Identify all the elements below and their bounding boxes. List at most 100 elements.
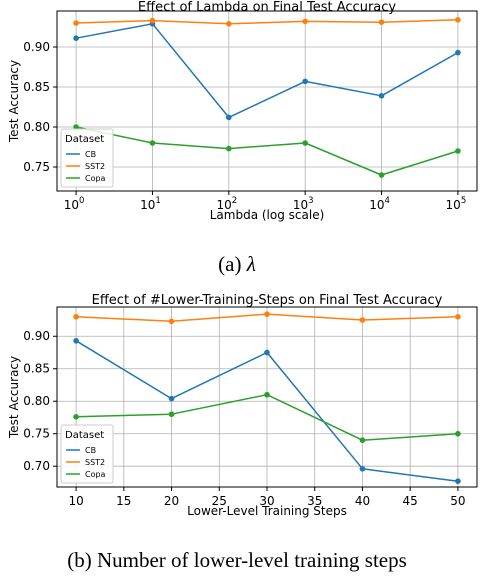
legend-label-sst2: SST2	[85, 162, 105, 171]
legend-label-cb: CB	[85, 446, 96, 455]
lambda-chart: 100 101 102 103 104 105 0.750.800.850.90 Effe…	[7, 0, 478, 222]
lambda-chart-y-ticks: 0.75 0.80 0.85 0.90	[23, 40, 57, 174]
steps-chart-lines	[73, 311, 461, 484]
data-point-sst2	[264, 311, 270, 317]
steps-chart: 10 15 20 25 30 35 40 45 50 0.700.750.800.850.90 …	[7, 293, 478, 518]
data-point-copa	[73, 124, 79, 130]
steps-chart-x-label: Lower-Level Training Steps	[187, 504, 347, 518]
data-point-cb	[378, 93, 385, 99]
steps-chart-legend: Dataset CB SST2 Copa	[60, 424, 114, 484]
y-tick-label: 0.90	[23, 40, 50, 54]
data-point-sst2	[455, 17, 461, 23]
x-tick-label: 104	[369, 196, 390, 212]
x-tick-base: 10	[64, 198, 79, 212]
data-point-copa	[302, 140, 308, 146]
lambda-chart-x-ticks: 100 101 102 103 104 105	[64, 191, 467, 212]
y-tick-label: 0.85	[23, 362, 50, 376]
series-line-cb	[75, 23, 459, 119]
x-tick-base: 10	[216, 198, 231, 212]
x-tick-label: 105	[446, 196, 467, 212]
legend-title: Dataset	[65, 430, 104, 441]
x-tick-label: 25	[212, 494, 227, 508]
steps-chart-title: Effect of #Lower-Training-Steps on Final…	[92, 293, 443, 308]
y-tick-label: 0.70	[23, 459, 50, 473]
steps-chart-y-ticks: 0.70 0.75 0.80 0.85 0.90	[23, 329, 57, 473]
legend-label-copa: Copa	[85, 174, 106, 183]
x-tick-label: 50	[450, 494, 465, 508]
x-tick-label: 35	[307, 494, 322, 508]
data-point-cb	[455, 478, 461, 484]
x-tick-label: 30	[259, 494, 274, 508]
x-tick-label: 103	[293, 196, 314, 212]
x-tick-label: 100	[64, 196, 85, 212]
legend-label-sst2: SST2	[85, 458, 105, 467]
lambda-chart-legend: Dataset CB SST2 Copa	[60, 128, 114, 188]
data-point-sst2	[168, 318, 175, 325]
data-point-cb	[73, 337, 79, 344]
x-tick-exponent: 5	[461, 196, 466, 206]
data-point-sst2	[73, 313, 79, 320]
data-point-sst2	[226, 21, 232, 27]
caption-a-symbol: λ	[246, 252, 256, 276]
steps-chart-x-ticks: 10 15 20 25 30 35 40 45 50	[68, 487, 466, 508]
x-tick-base: 10	[140, 198, 155, 212]
x-tick-exponent: 4	[384, 196, 389, 206]
lambda-chart-x-label: Lambda (log scale)	[210, 208, 325, 222]
x-tick-label: 45	[403, 494, 418, 508]
x-tick-label: 10	[68, 494, 83, 508]
x-tick-label: 40	[355, 494, 370, 508]
data-point-sst2	[73, 20, 79, 26]
x-tick-exponent: 0	[79, 196, 84, 206]
x-tick-base: 10	[369, 198, 384, 212]
y-tick-label: 0.75	[23, 160, 50, 174]
data-point-copa	[149, 140, 156, 146]
y-tick-label: 0.90	[23, 329, 50, 343]
legend-title: Dataset	[65, 134, 104, 145]
data-point-cb	[73, 35, 79, 41]
x-tick-base: 10	[293, 198, 308, 212]
lambda-chart-frame	[56, 10, 478, 192]
lambda-chart-y-label: Test Accuracy	[7, 60, 21, 143]
x-tick-label: 102	[216, 196, 237, 212]
data-point-copa	[455, 148, 461, 154]
data-point-cb	[168, 395, 175, 402]
data-point-sst2	[302, 18, 308, 25]
data-point-sst2	[378, 19, 385, 26]
y-tick-label: 0.75	[23, 427, 50, 441]
data-point-cb	[264, 349, 270, 356]
data-point-copa	[226, 145, 232, 152]
data-point-cb	[226, 114, 232, 121]
data-point-cb	[455, 49, 461, 56]
data-point-sst2	[359, 317, 366, 323]
caption-a-prefix: (a)	[218, 252, 247, 276]
data-point-copa	[359, 437, 366, 444]
y-tick-label: 0.80	[23, 120, 50, 134]
lambda-chart-title: Effect of Lambda on Final Test Accuracy	[138, 0, 396, 15]
legend-box	[60, 424, 114, 484]
steps-chart-y-label: Test Accuracy	[7, 356, 21, 439]
x-tick-exponent: 3	[308, 196, 313, 206]
data-point-copa	[455, 430, 461, 437]
data-point-copa	[73, 414, 79, 420]
caption-a: (a) λ	[218, 252, 256, 276]
lambda-chart-lines	[73, 17, 461, 178]
x-tick-label: 101	[140, 196, 161, 212]
x-tick-exponent: 1	[155, 196, 160, 206]
legend-box	[60, 128, 114, 188]
x-tick-exponent: 2	[232, 196, 237, 206]
x-tick-base: 10	[446, 198, 461, 212]
x-tick-label: 15	[116, 494, 131, 508]
data-point-copa	[378, 172, 385, 178]
data-point-sst2	[149, 17, 156, 24]
data-point-sst2	[455, 313, 461, 320]
legend-label-cb: CB	[85, 150, 96, 159]
series-line-sst2	[76, 19, 458, 25]
x-tick-label: 20	[164, 494, 179, 508]
data-point-copa	[168, 411, 175, 418]
legend-label-copa: Copa	[85, 470, 106, 479]
y-tick-label: 0.80	[23, 394, 50, 408]
data-point-copa	[264, 391, 270, 398]
data-point-cb	[359, 466, 366, 472]
caption-b: (b) Number of lower-level training steps	[67, 548, 407, 572]
